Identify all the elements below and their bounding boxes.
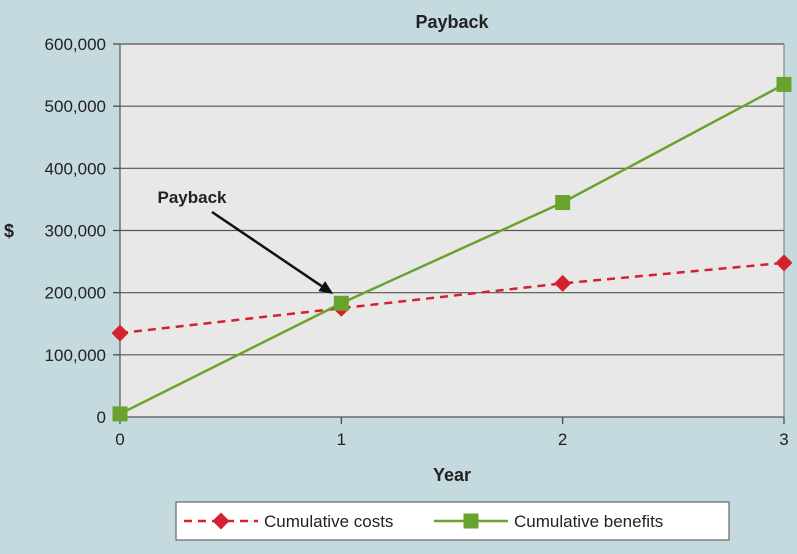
series-layer <box>111 76 793 422</box>
cumulative-benefits-point <box>333 295 349 311</box>
y-axis-ticks: 0 100,000 200,000 300,000 400,000 500,000 600,… <box>45 35 120 427</box>
legend-marker-cumulative-benefits <box>463 513 479 529</box>
x-tick-label: 2 <box>558 430 567 449</box>
y-tick-label: 100,000 <box>45 346 106 365</box>
y-tick-label: 600,000 <box>45 35 106 54</box>
y-tick-label: 400,000 <box>45 159 106 178</box>
chart-title: Payback <box>415 12 489 32</box>
y-axis-label: $ <box>4 221 14 241</box>
y-tick-label: 200,000 <box>45 284 106 303</box>
legend-label-cumulative-costs: Cumulative costs <box>264 512 393 531</box>
y-tick-label: 500,000 <box>45 97 106 116</box>
payback-annotation-label: Payback <box>158 188 228 207</box>
cumulative-costs-point <box>111 324 129 342</box>
x-tick-label: 1 <box>337 430 346 449</box>
legend-entries: Cumulative costs Cumulative benefits <box>184 512 663 531</box>
cumulative-benefits-line <box>119 83 785 416</box>
x-axis-label: Year <box>433 465 471 485</box>
x-tick-label: 0 <box>115 430 124 449</box>
payback-annotation: Payback <box>158 188 334 294</box>
payback-arrow <box>211 210 323 288</box>
x-tick-label: 3 <box>779 430 788 449</box>
cumulative-costs-point <box>554 274 572 292</box>
legend-label-cumulative-benefits: Cumulative benefits <box>514 512 663 531</box>
y-tick-label: 300,000 <box>45 222 106 241</box>
cumulative-benefits-point <box>112 406 128 422</box>
gridlines <box>120 43 784 356</box>
legend: Cumulative costs Cumulative benefits <box>175 501 730 541</box>
y-tick-label: 0 <box>97 408 106 427</box>
cumulative-benefits-point <box>776 76 792 92</box>
cumulative-costs-point <box>775 254 793 272</box>
payback-arrowhead <box>318 281 334 294</box>
cumulative-benefits-point <box>555 195 571 211</box>
legend-marker-cumulative-costs <box>212 512 230 530</box>
